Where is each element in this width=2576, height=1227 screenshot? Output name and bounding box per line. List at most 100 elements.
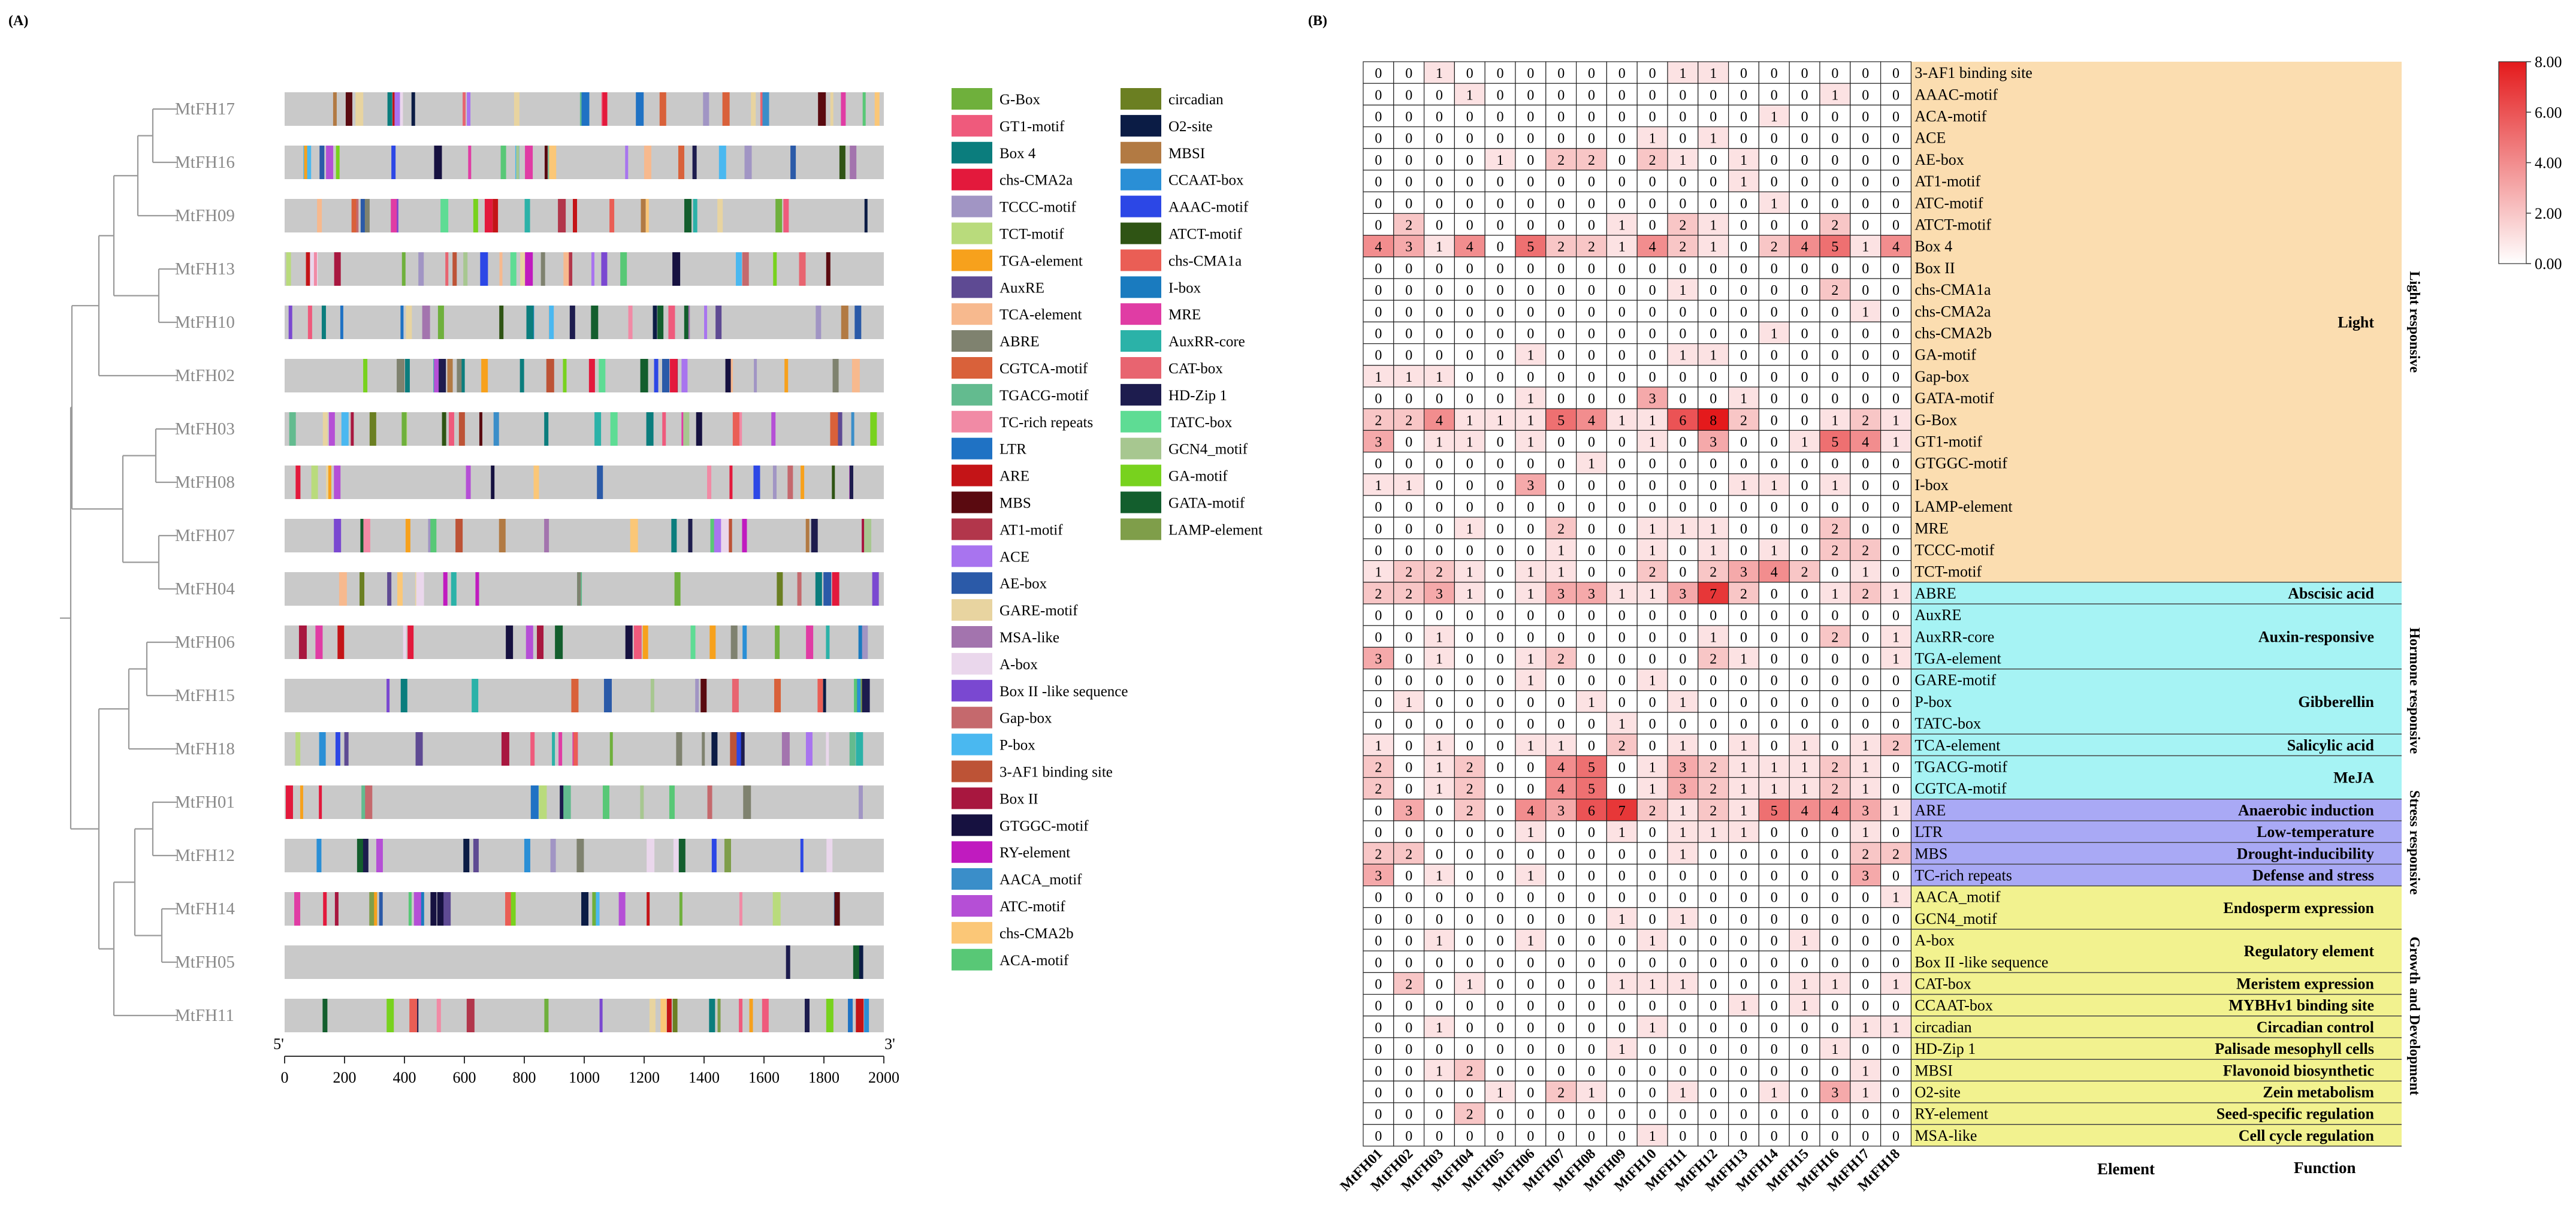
cell-value: 0 xyxy=(1436,457,1443,472)
cell-value: 1 xyxy=(1557,738,1565,754)
cell-value: 1 xyxy=(1740,478,1747,494)
element-mark xyxy=(328,466,331,499)
cell-value: 0 xyxy=(1710,1107,1717,1123)
element-mark xyxy=(339,572,347,606)
element-mark xyxy=(516,146,520,179)
element-mark xyxy=(526,306,534,339)
heatmap-cell xyxy=(1728,625,1760,648)
cell-value: 1 xyxy=(1679,1086,1686,1101)
element-mark xyxy=(357,839,363,872)
heatmap-cell xyxy=(1698,1102,1729,1125)
heatmap-cell xyxy=(1484,61,1516,84)
element-mark xyxy=(406,306,412,339)
heatmap-cell xyxy=(1850,191,1882,214)
heatmap-cell xyxy=(1393,993,1425,1017)
element-mark xyxy=(695,679,699,712)
heatmap-cell xyxy=(1545,863,1577,887)
cell-value: 1 xyxy=(1740,825,1747,841)
heatmap-cell xyxy=(1758,863,1790,887)
cell-value: 0 xyxy=(1679,717,1686,732)
element-mark xyxy=(704,306,708,339)
element-label: G-Box xyxy=(1914,411,1957,428)
element-mark xyxy=(466,999,475,1032)
cell-value: 0 xyxy=(1740,869,1747,884)
heatmap-cell xyxy=(1667,191,1699,214)
cell-value: 0 xyxy=(1801,543,1808,559)
cell-value: 1 xyxy=(1771,196,1778,211)
cell-value: 0 xyxy=(1375,196,1382,211)
heatmap-cell xyxy=(1424,300,1455,323)
cell-value: 0 xyxy=(1862,673,1869,689)
element-mark xyxy=(360,519,364,552)
cell-value: 0 xyxy=(1618,500,1626,515)
heatmap-cell xyxy=(1576,1124,1608,1147)
heatmap-cell xyxy=(1789,603,1820,626)
heatmap-cell xyxy=(1789,907,1820,930)
cell-value: 2 xyxy=(1649,153,1656,168)
heatmap-cell xyxy=(1576,516,1608,540)
element-label: I-box xyxy=(1914,476,1948,494)
heatmap-cell xyxy=(1545,1102,1577,1125)
heatmap-cell xyxy=(1393,1124,1425,1147)
cell-value: 1 xyxy=(1466,413,1473,428)
element-mark xyxy=(407,625,414,659)
promoter-bar xyxy=(285,679,884,712)
heatmap-cell xyxy=(1545,582,1577,605)
cell-value: 0 xyxy=(1771,977,1778,993)
cell-value: 0 xyxy=(1466,500,1473,515)
cell-value: 0 xyxy=(1497,283,1504,298)
element-mark xyxy=(466,466,471,499)
legend-label: Box II -like sequence xyxy=(999,684,1128,700)
cell-value: 0 xyxy=(1831,738,1838,754)
heatmap-cell xyxy=(1576,386,1608,409)
element-mark xyxy=(684,306,688,339)
element-mark xyxy=(826,252,831,286)
heatmap-cell xyxy=(1545,993,1577,1017)
cell-value: 0 xyxy=(1679,1129,1686,1144)
heatmap-cell xyxy=(1515,126,1547,149)
heatmap-cell xyxy=(1667,690,1699,713)
heatmap-cell xyxy=(1880,820,1912,843)
element-mark xyxy=(872,572,879,606)
heatmap-cell xyxy=(1484,430,1516,453)
element-mark xyxy=(285,785,293,819)
cell-value: 0 xyxy=(1466,673,1473,689)
gene-label: MtFH03 xyxy=(175,419,235,439)
cell-value: 3 xyxy=(1375,652,1382,667)
cell-value: 0 xyxy=(1436,153,1443,168)
element-mark xyxy=(499,252,503,286)
cell-value: 0 xyxy=(1649,608,1656,624)
heatmap-cell xyxy=(1606,213,1638,236)
heatmap-cell xyxy=(1454,885,1485,908)
cell-value: 0 xyxy=(1892,521,1899,537)
heatmap-cell xyxy=(1545,235,1577,258)
heatmap-cell xyxy=(1363,256,1394,279)
element-mark xyxy=(784,359,789,392)
cell-value: 0 xyxy=(1497,673,1504,689)
heatmap-cell xyxy=(1850,993,1882,1017)
heatmap-cell xyxy=(1484,776,1516,800)
heatmap-cell xyxy=(1576,972,1608,995)
element-mark xyxy=(674,572,681,606)
heatmap-cell xyxy=(1758,799,1790,821)
element-mark xyxy=(722,92,730,126)
cell-value: 0 xyxy=(1436,695,1443,711)
element-mark xyxy=(693,199,697,232)
heatmap-cell xyxy=(1606,929,1638,951)
cell-value: 2 xyxy=(1892,738,1899,754)
cell-value: 0 xyxy=(1497,261,1504,277)
cell-value: 1 xyxy=(1618,413,1626,428)
heatmap-cell xyxy=(1424,972,1455,995)
cell-value: 0 xyxy=(1740,110,1747,125)
heatmap-cell xyxy=(1484,256,1516,279)
cell-value: 0 xyxy=(1618,370,1626,385)
heatmap-cell xyxy=(1606,712,1638,735)
cell-value: 2 xyxy=(1831,543,1838,559)
cell-value: 0 xyxy=(1649,478,1656,494)
heatmap-cell xyxy=(1454,603,1485,626)
cell-value: 2 xyxy=(1862,847,1869,862)
heatmap-cell xyxy=(1698,213,1729,236)
legend-label: I-box xyxy=(1168,280,1201,296)
heatmap-cell xyxy=(1424,1124,1455,1147)
heatmap-cell xyxy=(1454,950,1485,973)
